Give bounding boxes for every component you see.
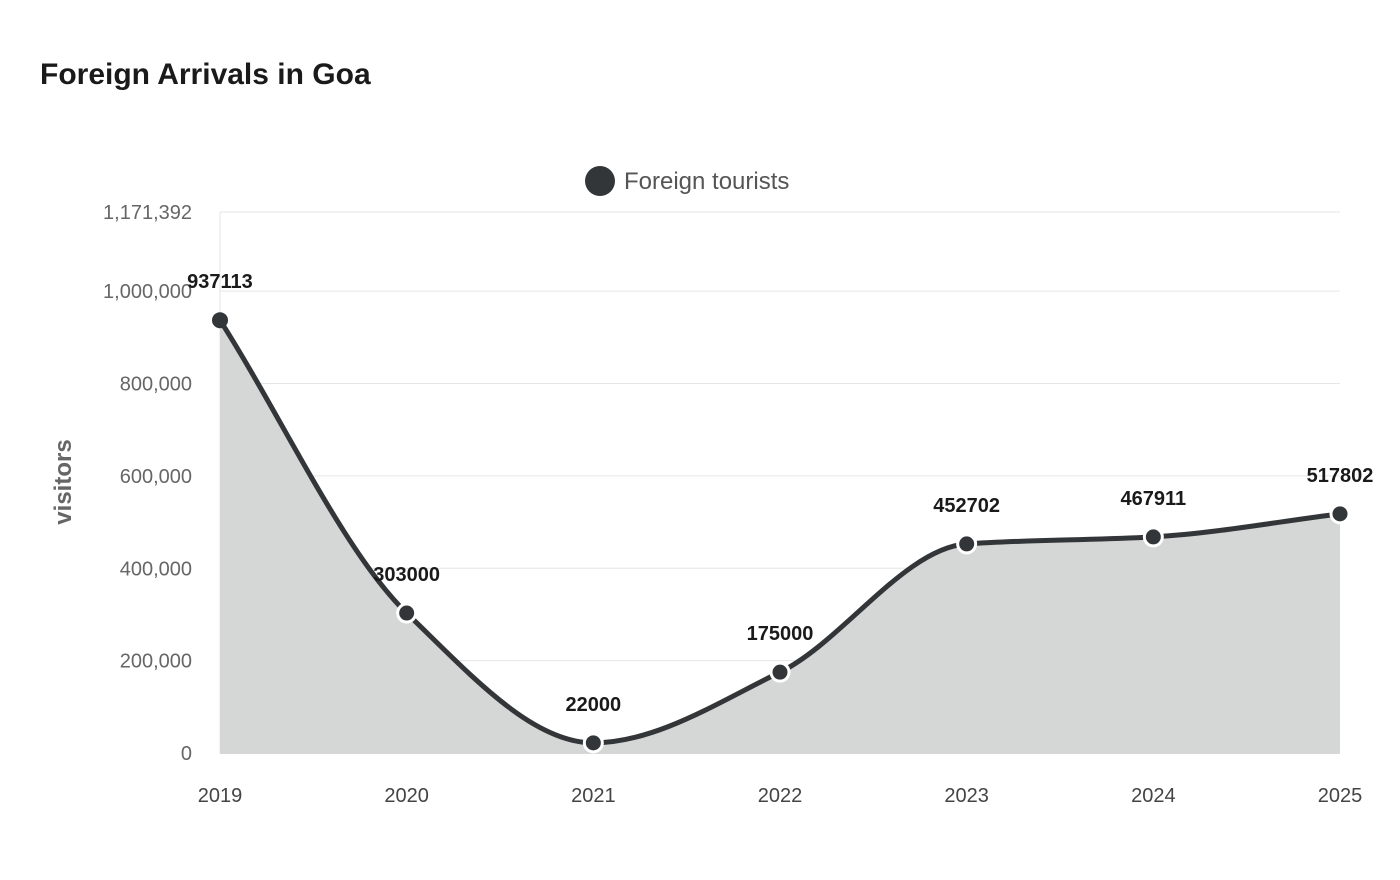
y-axis-title: visitors: [50, 439, 77, 524]
x-axis: 2019 2020 2021 2022 2023 2024 2025: [198, 785, 1363, 807]
x-tick-label: 2020: [384, 785, 429, 807]
data-label: 467911: [1121, 488, 1187, 510]
y-tick-label: 1,171,392: [103, 202, 192, 224]
y-tick-label: 1,000,000: [103, 281, 192, 303]
chart-title: Foreign Arrivals in Goa: [40, 58, 371, 91]
data-point[interactable]: [1142, 526, 1164, 548]
series-area: [220, 320, 1340, 753]
y-tick-label: 600,000: [120, 466, 192, 488]
y-tick-label: 0: [181, 743, 192, 765]
y-axis: 0 200,000 400,000 600,000 800,000 1,000,000 1,…: [103, 202, 192, 765]
y-tick-label: 200,000: [120, 651, 192, 673]
x-tick-label: 2024: [1131, 785, 1176, 807]
y-tick-label: 800,000: [120, 374, 192, 396]
data-point[interactable]: [1329, 503, 1351, 525]
x-tick-label: 2025: [1318, 785, 1363, 807]
data-point[interactable]: [769, 661, 791, 683]
x-tick-label: 2021: [571, 785, 616, 807]
legend-marker[interactable]: [585, 166, 615, 196]
legend-label[interactable]: Foreign tourists: [624, 168, 789, 195]
data-label: 303000: [373, 564, 440, 586]
data-point[interactable]: [396, 602, 418, 624]
series-points: [212, 312, 1351, 754]
data-labels: 937113 303000 22000 175000 452702 467911 51780…: [187, 271, 1373, 716]
data-label: 175000: [747, 623, 814, 645]
x-tick-label: 2019: [198, 785, 243, 807]
data-label: 937113: [187, 271, 253, 293]
data-label: 22000: [566, 694, 622, 716]
data-point[interactable]: [956, 533, 978, 555]
data-point[interactable]: [582, 732, 604, 754]
x-tick-label: 2022: [758, 785, 803, 807]
area-fill: [220, 320, 1340, 753]
x-tick-label: 2023: [944, 785, 989, 807]
data-point[interactable]: [212, 312, 228, 329]
y-tick-label: 400,000: [120, 558, 192, 580]
data-label: 517802: [1307, 465, 1374, 487]
legend[interactable]: Foreign tourists: [585, 166, 789, 196]
data-label: 452702: [933, 495, 1000, 517]
